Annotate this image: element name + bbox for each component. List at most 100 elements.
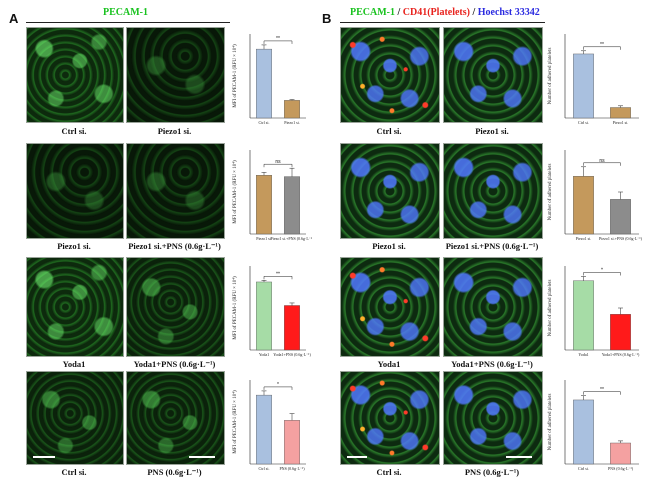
title-hoechst: Hoechst 33342 — [477, 7, 540, 18]
micrograph-a1-right — [126, 27, 225, 123]
y-axis-label: Number of adhered platelets — [548, 394, 553, 451]
panel-b-letter: B — [322, 11, 332, 26]
panel-a-letter: A — [9, 11, 19, 26]
micrograph-b1-right — [443, 27, 543, 123]
x-tick-label: Piezo1 si.+PNS (0.6g·L⁻¹) — [599, 236, 643, 241]
scale-bar — [33, 456, 55, 458]
y-axis-label: Number of adhered platelets — [548, 280, 553, 337]
scale-bar — [189, 456, 215, 458]
chart-b1: Number of adhered platelets Ctrl si. Piezo… — [545, 24, 645, 134]
micrograph-a3-left — [26, 257, 124, 357]
bar — [284, 420, 300, 465]
caption-b2-left: Piezo1 si. — [372, 241, 406, 251]
significance-label: ** — [276, 36, 280, 42]
y-axis-label: MFI of PECAM-1 (RFU × 10⁴) — [232, 160, 238, 224]
bar — [610, 199, 631, 235]
significance-label: ** — [276, 271, 280, 277]
scale-bar — [506, 456, 532, 458]
caption-a3-left: Yoda1 — [62, 359, 86, 369]
micrograph-b1-left — [340, 27, 440, 123]
micrograph-a4-right — [126, 371, 225, 465]
significance-label: ns — [599, 158, 605, 164]
scale-bar — [347, 456, 367, 458]
panel-b-title-line — [340, 22, 545, 23]
x-tick-label: PNS (0.6g·L⁻¹) — [279, 466, 305, 471]
y-axis-label: MFI of PECAM-1 (RFU × 10⁴) — [232, 44, 238, 108]
y-axis-label: Number of adhered platelets — [548, 48, 553, 105]
micrograph-a2-left — [26, 143, 124, 239]
x-tick-label: Piezo1 si.+PNS (0.6g·L⁻¹) — [271, 236, 312, 241]
x-tick-label: Yoda1 — [259, 352, 269, 357]
x-tick-label: Yoda1+PNS (0.6g·L⁻¹) — [602, 352, 640, 357]
chart-a1: MFI of PECAM-1 (RFU × 10⁴) Ctrl si. Piezo1… — [230, 24, 312, 134]
micrograph-a1-left — [26, 27, 124, 123]
title-pecam: PECAM-1 — [350, 7, 395, 18]
bar — [284, 305, 300, 351]
bar — [573, 176, 594, 235]
significance-label: * — [601, 268, 603, 274]
y-axis-label: Number of adhered platelets — [548, 164, 553, 221]
x-tick-label: Yoda1+PNS (0.6g·L⁻¹) — [273, 352, 311, 357]
caption-a2-right: Piezo1 si.+PNS (0.6g·L⁻¹) — [128, 241, 221, 251]
x-tick-label: Piezo1 si. — [613, 120, 629, 125]
significance-label: ** — [600, 387, 604, 393]
y-axis-label: MFI of PECAM-1 (RFU × 10⁴) — [232, 276, 238, 340]
significance-bracket — [583, 272, 621, 276]
micrograph-a3-right — [126, 257, 225, 357]
significance-label: ns — [275, 159, 281, 165]
micrograph-b4-right — [443, 371, 543, 465]
significance-bracket — [583, 46, 621, 50]
significance-bracket — [263, 163, 293, 168]
micrograph-b4-left — [340, 371, 440, 465]
bar — [573, 53, 594, 119]
bar — [573, 280, 594, 351]
chart-a3: MFI of PECAM-1 (RFU × 10⁴) Yoda1 Yoda1+PNS… — [230, 256, 312, 366]
panel-a-title: PECAM-1 — [103, 7, 148, 18]
caption-b2-right: Piezo1 si.+PNS (0.6g·L⁻¹) — [445, 241, 539, 251]
title-sep-1: / — [395, 7, 403, 18]
micrograph-a4-left — [26, 371, 124, 465]
caption-a4-left: Ctrl si. — [61, 467, 87, 477]
caption-b4-left: Ctrl si. — [376, 467, 402, 477]
caption-a1-left: Ctrl si. — [61, 126, 87, 136]
chart-b3: Number of adhered platelets Yoda1 Yoda1+PN… — [545, 256, 645, 366]
micrograph-b2-left — [340, 143, 440, 239]
significance-bracket — [263, 40, 293, 44]
panel-b-title: PECAM-1 / CD41(Platelets) / Hoechst 3334… — [350, 7, 540, 18]
caption-b4-right: PNS (0.6g·L⁻¹) — [464, 467, 520, 477]
caption-a1-right: Piezo1 si. — [157, 126, 192, 136]
bar — [610, 442, 631, 465]
caption-b3-left: Yoda1 — [377, 359, 401, 369]
chart-b2: Number of adhered platelets Piezo1 si. Pie… — [545, 140, 645, 250]
x-tick-label: Ctrl si. — [259, 120, 270, 125]
micrograph-b3-left — [340, 257, 440, 357]
bar — [573, 399, 594, 465]
significance-bracket — [263, 386, 293, 390]
caption-a4-right: PNS (0.6g·L⁻¹) — [147, 467, 202, 477]
chart-a4: MFI of PECAM-1 (RFU × 10⁴) Ctrl si. PNS (0… — [230, 370, 312, 480]
bar — [610, 107, 631, 119]
bar — [284, 176, 300, 235]
significance-label: ** — [600, 42, 604, 48]
significance-bracket — [263, 276, 293, 280]
bar — [256, 48, 272, 119]
significance-label: * — [277, 382, 279, 388]
x-tick-label: Ctrl si. — [578, 120, 589, 125]
bar — [284, 100, 300, 119]
x-tick-label: Piezo1 si. — [284, 120, 300, 125]
micrograph-b2-right — [443, 143, 543, 239]
caption-b1-right: Piezo1 si. — [475, 126, 509, 136]
x-tick-label: Yoda1 — [578, 352, 588, 357]
caption-a3-right: Yoda1+PNS (0.6g·L⁻¹) — [133, 359, 216, 369]
bar — [610, 314, 631, 351]
caption-b3-right: Yoda1+PNS (0.6g·L⁻¹) — [451, 359, 533, 369]
x-tick-label: Piezo1 si. — [256, 236, 272, 241]
x-tick-label: PNS (0.6g·L⁻¹) — [608, 466, 634, 471]
title-sep-2: / — [469, 7, 478, 18]
x-tick-label: Piezo1 si. — [576, 236, 592, 241]
micrograph-a2-right — [126, 143, 225, 239]
significance-bracket — [583, 391, 621, 395]
micrograph-b3-right — [443, 257, 543, 357]
chart-b4: Number of adhered platelets Ctrl si. PNS (… — [545, 370, 645, 480]
bar — [256, 281, 272, 351]
